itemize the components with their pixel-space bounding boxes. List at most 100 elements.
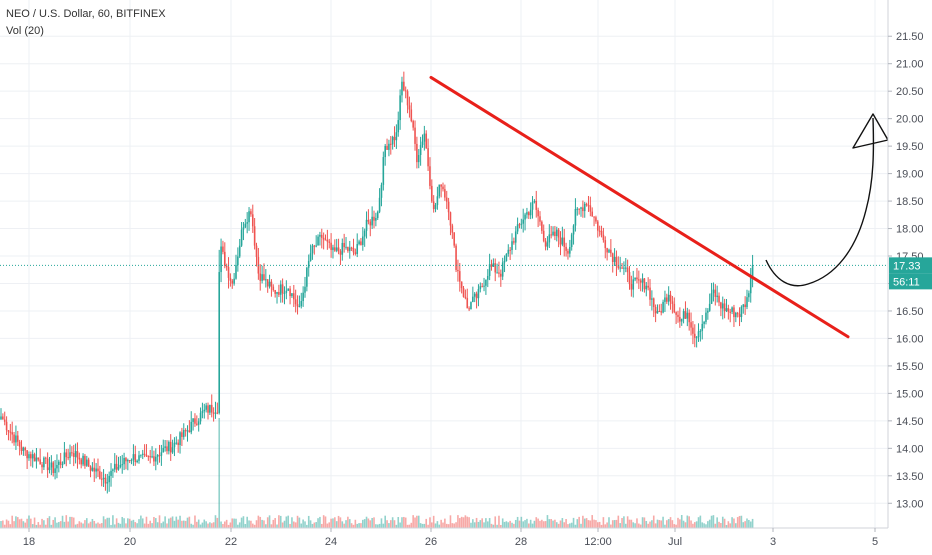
volume-bar — [673, 524, 676, 528]
y-tick-label: 20.50 — [896, 86, 924, 98]
volume-bar — [231, 518, 234, 528]
volume-bar — [582, 515, 584, 528]
candle-body — [391, 136, 394, 145]
volume-bar — [654, 523, 657, 528]
volume-bar — [56, 522, 58, 528]
candle-body — [104, 477, 107, 484]
candle-body — [212, 412, 215, 414]
volume-bar — [472, 519, 474, 528]
candle-body — [140, 454, 142, 456]
volume-bar — [723, 518, 726, 528]
candle-body — [341, 242, 344, 255]
candle-body — [18, 441, 21, 447]
volume-bar — [447, 524, 450, 528]
volume-bar — [59, 521, 62, 528]
candle-body — [466, 298, 469, 309]
volume-bar — [557, 523, 560, 528]
y-tick-label: 15.00 — [896, 388, 924, 400]
volume-bar — [82, 523, 84, 528]
candle-body — [610, 249, 612, 254]
candle-body — [240, 229, 243, 246]
candle-body — [479, 286, 482, 290]
y-tick-label: 20.00 — [896, 114, 924, 126]
candle-body — [404, 90, 407, 92]
candle-body — [589, 205, 592, 212]
candle-body — [736, 312, 739, 315]
candle-body — [156, 455, 159, 457]
volume-bar — [376, 524, 379, 528]
volume-bar — [436, 521, 439, 528]
volume-bar — [636, 518, 638, 528]
volume-bar — [71, 516, 73, 528]
candle-body — [548, 234, 551, 243]
volume-bar — [61, 515, 64, 528]
volume-bar — [555, 522, 558, 528]
candle-body — [352, 248, 355, 253]
candle-body — [128, 460, 131, 462]
volume-bar — [151, 523, 153, 528]
candle-body — [658, 311, 661, 313]
candle-body — [705, 312, 707, 322]
price-axis[interactable]: 13.00 13.50 14.00 14.50 15.00 15.50 16.00 16.50… — [887, 0, 932, 550]
candle-body — [345, 246, 347, 248]
candle-body — [572, 225, 575, 235]
candle-body — [636, 277, 638, 280]
volume-bar — [664, 524, 666, 528]
candle-body — [71, 452, 73, 454]
candle-body — [613, 256, 616, 263]
candle-body — [192, 418, 194, 422]
volume-bar — [65, 515, 68, 528]
candle-body — [738, 314, 741, 318]
volume-bar — [24, 522, 27, 528]
candle-body — [542, 230, 545, 241]
candle-body — [421, 141, 424, 145]
candle-body — [427, 148, 429, 167]
volume-bar — [147, 523, 150, 528]
volume-bar — [701, 522, 704, 528]
volume-bar — [624, 523, 627, 528]
candle-body — [330, 242, 332, 250]
volume-bar — [207, 523, 209, 528]
volume-bar — [41, 518, 43, 528]
candle-body — [74, 451, 77, 457]
volume-bar — [279, 515, 282, 528]
y-tick-label: 18.50 — [896, 196, 924, 208]
candle-body — [201, 411, 204, 413]
volume-bar — [20, 518, 23, 528]
volume-bar — [320, 523, 323, 528]
volume-bar — [550, 519, 552, 528]
time-axis[interactable]: 18 20 22 24 26 28 12:00 Jul 3 5 — [0, 527, 932, 550]
volume-bar — [293, 521, 295, 528]
volume-bar — [209, 522, 211, 528]
volume-bar — [492, 524, 495, 528]
volume-bar — [93, 520, 96, 528]
candle-body — [158, 455, 161, 457]
volume-bar — [544, 521, 547, 528]
y-tick-label: 21.50 — [896, 31, 924, 43]
candle-body — [513, 241, 515, 243]
volume-bar — [0, 521, 2, 528]
volume-bar — [541, 519, 543, 528]
candle-body — [671, 301, 674, 304]
candle-body — [7, 430, 10, 432]
volume-bar — [531, 523, 534, 528]
candle-body — [580, 207, 582, 209]
volume-bar — [470, 522, 472, 528]
candle-body — [412, 121, 414, 128]
candle-body — [132, 454, 135, 460]
candle-body — [425, 133, 428, 149]
candle-body — [690, 322, 692, 328]
volume-bar — [160, 523, 163, 528]
volume-bar — [18, 519, 21, 528]
volume-bar — [731, 517, 733, 528]
candle-body — [182, 430, 185, 437]
volume-bar — [216, 517, 219, 528]
volume-bar — [149, 520, 151, 528]
candle-body — [263, 274, 265, 281]
volume-bar — [707, 521, 709, 528]
volume-bar — [281, 522, 284, 528]
candle-body — [707, 310, 709, 313]
volume-bar — [125, 523, 127, 528]
volume-bar — [212, 522, 215, 528]
